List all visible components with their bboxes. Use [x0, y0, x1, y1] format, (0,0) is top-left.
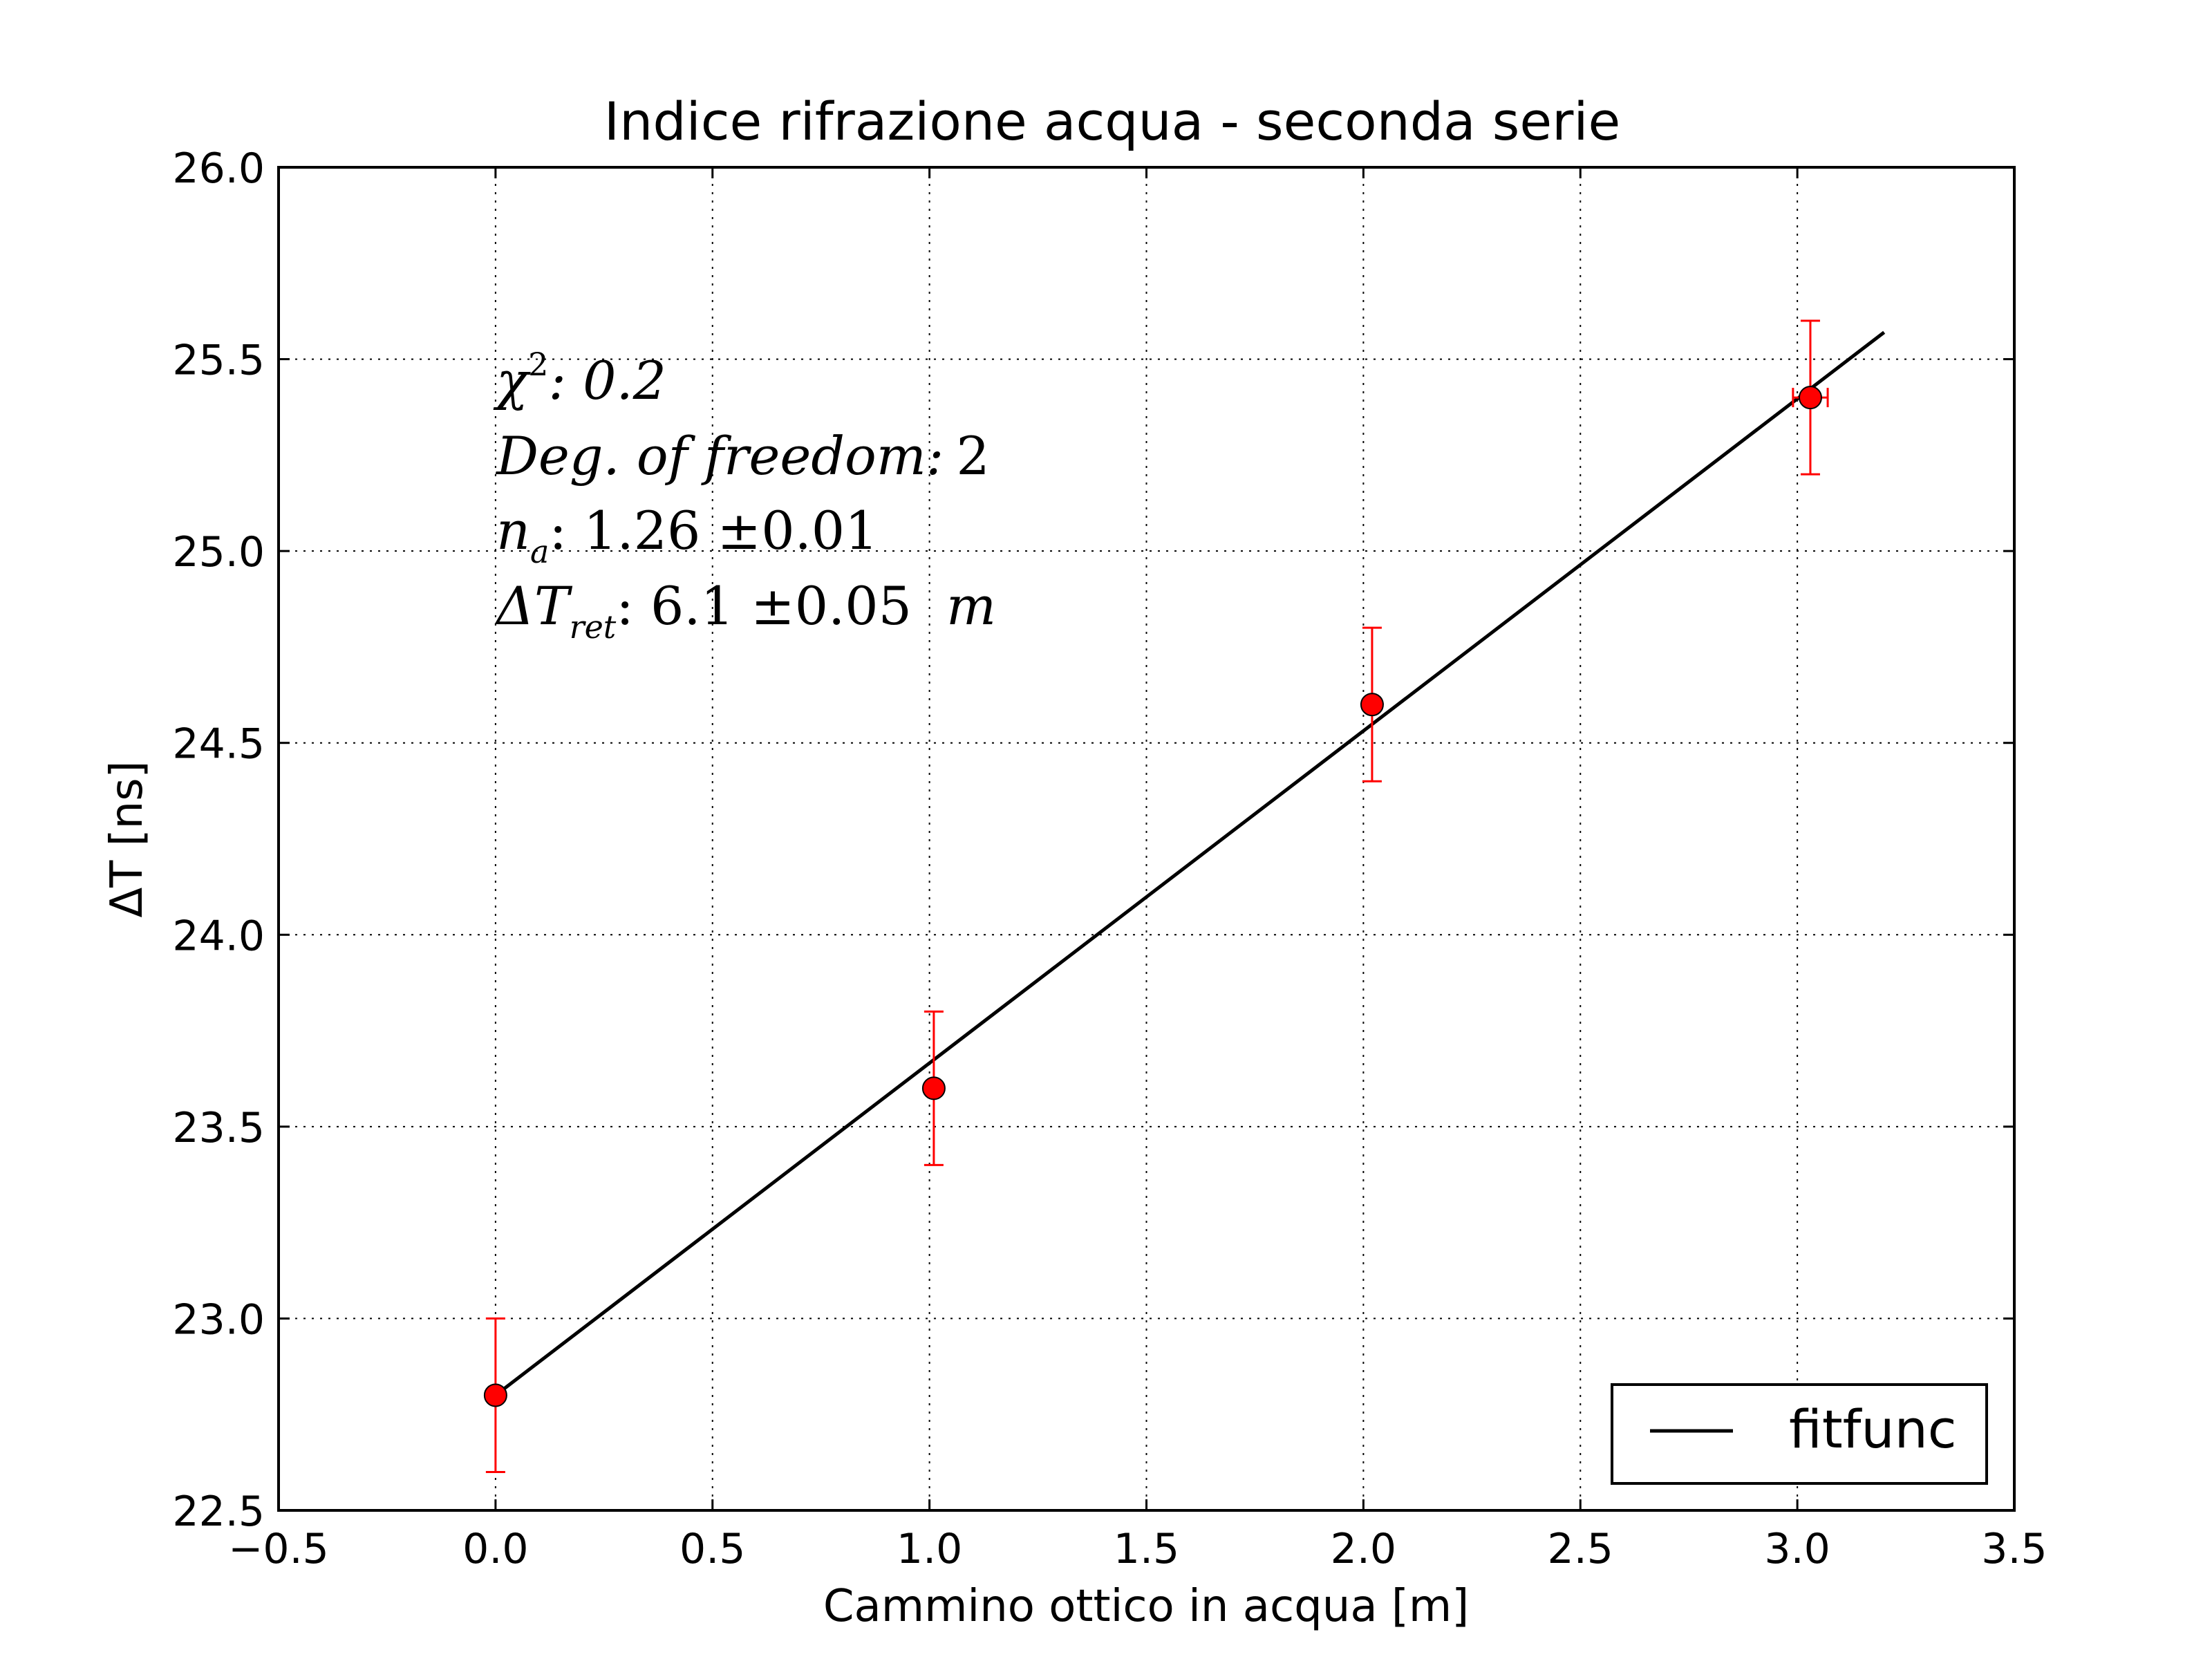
y-tick-labels: 22.5 23.0 23.5 24.0 24.5 25.0 25.5 26.0	[172, 144, 265, 1536]
x-tick-label: 3.0	[1764, 1525, 1830, 1573]
y-tick-label: 23.5	[172, 1104, 265, 1152]
chi2-annotation: χ2: 0.2	[493, 346, 666, 411]
x-tick-label: 0.0	[462, 1525, 528, 1573]
points-layer	[483, 319, 1829, 1473]
data-point-group	[921, 1010, 946, 1166]
dt-annotation: ΔTret: 6.1 ±0.05 m	[494, 575, 996, 646]
x-tick-label: −0.5	[228, 1525, 329, 1573]
x-tick-labels: −0.5 0.0 0.5 1.0 1.5 2.0 2.5 3.0 3.5	[228, 1525, 2047, 1573]
data-point	[1798, 386, 1822, 410]
y-tick-label: 25.5	[172, 337, 265, 385]
legend: fitfunc	[1611, 1383, 1988, 1485]
legend-box	[1611, 1383, 1988, 1485]
fit-annotations: χ2: 0.2 Deg. of freedom: 2 na: 1.26 ±0.01…	[493, 346, 996, 646]
ticks	[277, 166, 2016, 1512]
fit-line	[494, 330, 1886, 1397]
x-tick-label: 1.5	[1114, 1525, 1179, 1573]
legend-fit-label: fitfunc	[1789, 1398, 1957, 1460]
y-tick-label: 24.0	[172, 912, 265, 960]
dof-annotation: Deg. of freedom: 2	[495, 425, 990, 487]
y-tick-label: 22.5	[172, 1488, 265, 1536]
x-tick-label: 1.0	[897, 1525, 962, 1573]
na-annotation: na: 1.26 ±0.01	[496, 500, 878, 570]
chart-title: Indice rifrazione acqua - seconda serie	[604, 91, 1621, 152]
y-tick-label: 23.0	[172, 1295, 265, 1344]
y-tick-label: 24.5	[172, 720, 265, 769]
x-tick-label: 2.5	[1548, 1525, 1613, 1573]
data-point-group	[1792, 319, 1829, 476]
data-point-group	[483, 1317, 507, 1473]
x-tick-label: 2.0	[1331, 1525, 1396, 1573]
x-axis-label: Cammino ottico in acqua [m]	[823, 1581, 1469, 1632]
y-axis-label: ΔT [ns]	[102, 760, 153, 917]
x-tick-label: 3.5	[1981, 1525, 2047, 1573]
data-point	[483, 1383, 507, 1407]
y-tick-label: 26.0	[172, 144, 265, 193]
data-point	[1360, 693, 1384, 717]
fit-layer	[494, 330, 1886, 1397]
x-tick-label: 0.5	[679, 1525, 745, 1573]
data-point	[921, 1076, 946, 1100]
y-tick-label: 25.0	[172, 528, 265, 577]
data-point-group	[1360, 626, 1384, 782]
